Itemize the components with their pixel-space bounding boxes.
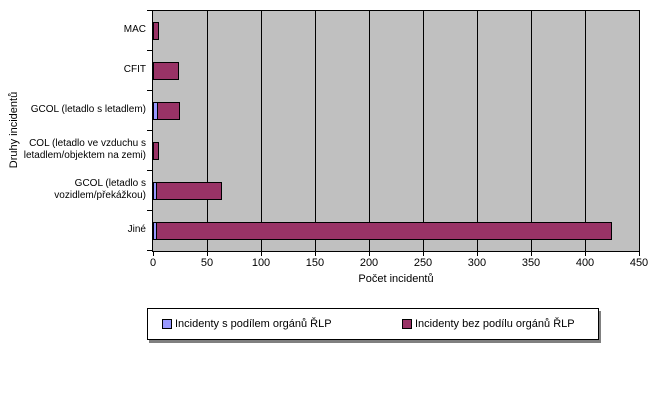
x-tick-label: 350 [521,257,541,269]
x-tick-label: 0 [149,257,157,269]
x-tick-label: 400 [575,257,595,269]
gridline-50 [207,11,208,251]
bar [153,22,160,40]
bar [153,142,160,160]
legend-swatch-without-atc [402,319,412,329]
bar-segment [153,222,158,240]
category-label: GCOL (letadlo s letadlem) [30,104,146,115]
x-tick-label: 450 [629,257,649,269]
y-tick-mark [147,210,152,211]
x-tick-mark [369,252,370,256]
x-tick-mark [423,252,424,256]
y-tick-mark [147,170,152,171]
x-tick-label: 250 [413,257,433,269]
category-label: CFIT [123,64,146,75]
y-tick-mark [147,130,152,131]
legend-label-without-atc: Incidenty bez podílu orgánů ŘLP [415,318,575,330]
x-tick-label: 300 [467,257,487,269]
bar-segment [153,142,160,160]
bar-row [153,211,639,251]
legend-label-with-atc: Incidenty s podílem orgánů ŘLP [175,318,332,330]
legend-item-with-atc: Incidenty s podílem orgánů ŘLP [162,309,332,339]
gridline-100 [261,11,262,251]
x-tick-label: 100 [251,257,271,269]
x-axis: 0 50 100 150 200 250 300 350 400 450 [149,252,648,272]
x-tick-mark [639,252,640,256]
x-tick-mark [153,252,154,256]
legend-swatch-with-atc [162,319,172,329]
category-label: MAC [123,24,146,35]
plot-area [152,10,640,252]
bar-segment [157,222,612,240]
bar-row [153,171,639,211]
gridline-150 [314,11,316,251]
x-tick-label: 200 [359,257,379,269]
x-tick-mark [476,252,478,256]
gridline-350 [531,11,532,251]
gridline-200 [369,11,370,251]
x-tick-label: 50 [200,257,214,269]
bar [153,182,223,200]
bar-segment [157,182,223,200]
x-tick-label: 150 [305,257,325,269]
bar-row [153,91,639,131]
x-tick-mark [585,252,586,256]
category-axis-labels: MAC CFIT GCOL (letadlo s letadlem) COL (let… [0,10,146,250]
legend-item-without-atc: Incidenty bez podílu orgánů ŘLP [402,309,575,339]
bar [153,102,180,120]
bar-segment [153,102,159,120]
x-tick-mark [261,252,262,256]
y-tick-mark [147,50,152,51]
gridline-400 [585,11,586,251]
y-tick-mark [147,250,152,251]
bar-segment [153,62,179,80]
category-label: GCOL (letadlo s vozidlem/překážkou) [54,178,146,201]
gridline-250 [423,11,424,251]
x-tick-mark [314,252,316,256]
bar-segment [153,22,160,40]
legend: Incidenty s podílem orgánů ŘLP Incidenty… [147,308,599,340]
x-tick-mark [207,252,208,256]
bar-row [153,51,639,91]
x-axis-title: Počet incidentů [358,273,434,285]
y-axis-ticks [147,10,152,252]
bar-row [153,11,639,51]
bar-segment [158,102,180,120]
gridline-300 [476,11,478,251]
category-label: Jiné [127,224,146,235]
y-tick-mark [147,90,152,91]
x-tick-mark [531,252,532,256]
bar [153,62,179,80]
bar-row [153,131,639,171]
category-label: COL (letadlo ve vzduchu s letadlem/objekt… [23,138,146,161]
bar-segment [153,182,158,200]
bar [153,222,612,240]
y-tick-mark [147,10,152,11]
